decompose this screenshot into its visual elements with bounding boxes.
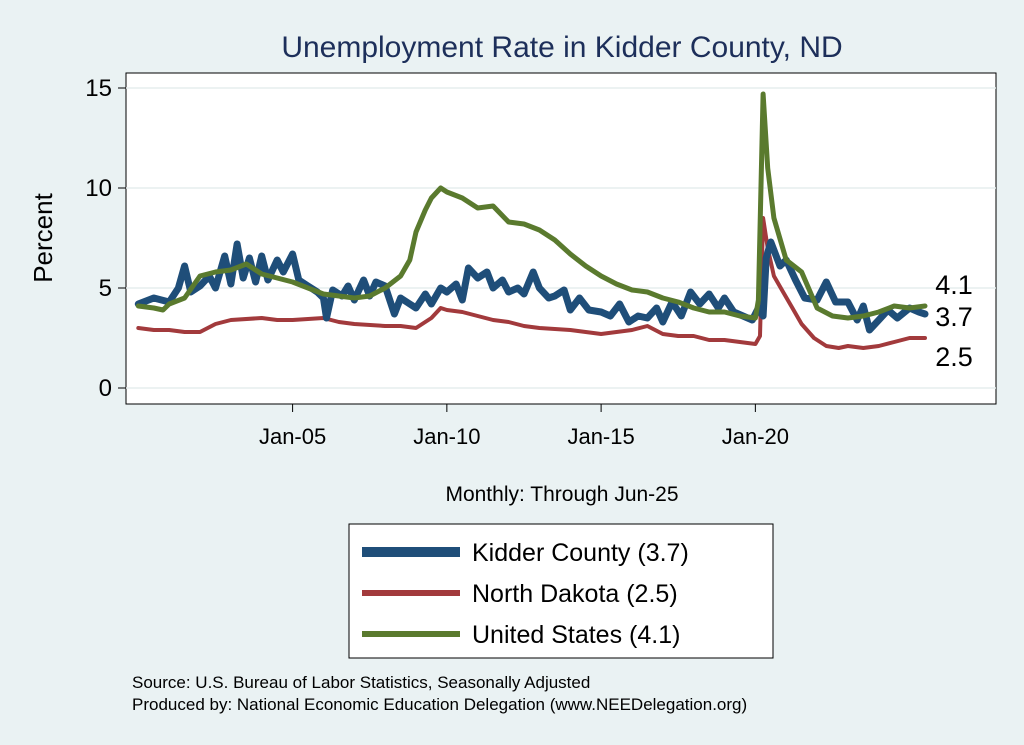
grid-lines [126,87,996,389]
x-axis-ticks: Jan-05 Jan-10 Jan-15 Jan-20 [259,404,789,449]
legend-label-0: Kidder County (3.7) [472,539,689,567]
y-tick-label-1: 5 [99,275,112,302]
end-label-1: 2.5 [935,342,973,372]
chart-title: Unemployment Rate in Kidder County, ND [281,31,842,64]
x-tick-label-0: Jan-05 [259,424,326,449]
end-label-2: 4.1 [935,270,973,300]
legend-label-2: United States (4.1) [472,621,680,649]
y-axis-title: Percent [28,192,58,282]
y-tick-label-2: 10 [85,175,112,202]
plot-area [125,72,997,405]
source-note: Source: U.S. Bureau of Labor Statistics,… [132,673,590,692]
x-tick-label-2: Jan-15 [567,424,634,449]
end-labels: 3.7 2.5 4.1 [935,270,973,372]
y-tick-label-0: 0 [99,375,112,402]
y-axis-ticks: 0 5 10 15 [85,75,126,402]
x-tick-label-3: Jan-20 [722,424,789,449]
legend-label-1: North Dakota (2.5) [472,580,678,608]
x-tick-label-1: Jan-10 [413,424,480,449]
end-label-0: 3.7 [935,302,973,332]
x-axis-title: Monthly: Through Jun-25 [445,483,678,506]
legend: Kidder County (3.7) North Dakota (2.5) Uni… [362,539,689,649]
series-lines [134,91,929,350]
y-tick-label-3: 15 [85,75,112,102]
producer-note: Produced by: National Economic Education… [132,695,747,714]
series-line-1 [136,216,927,350]
series-line-2 [135,91,928,321]
